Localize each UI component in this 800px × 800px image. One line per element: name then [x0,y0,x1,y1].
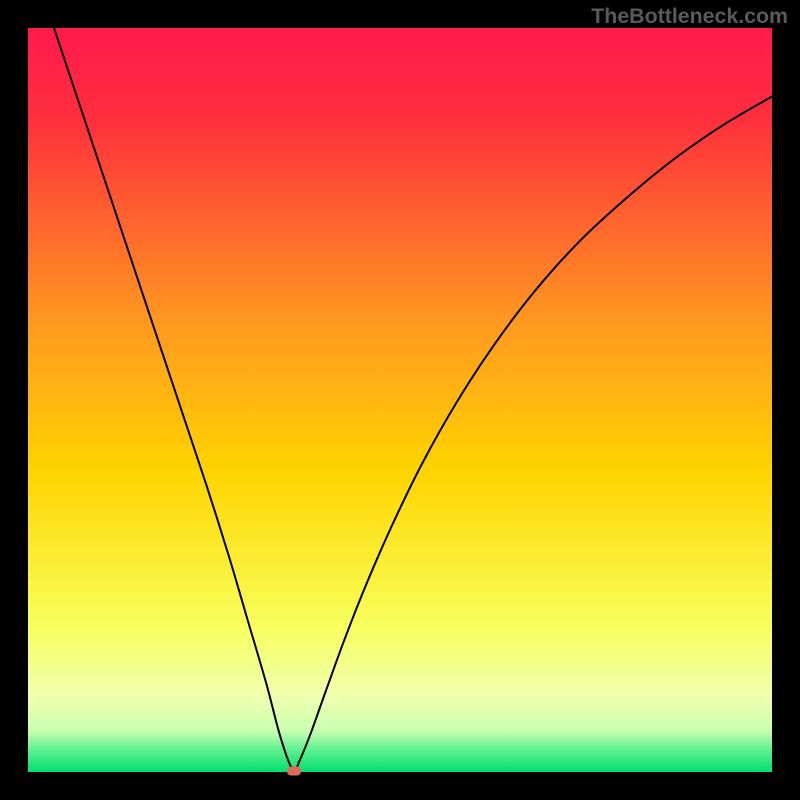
watermark-text: TheBottleneck.com [591,4,788,29]
chart-container: TheBottleneck.com [0,0,800,800]
chart-svg [0,0,800,800]
chart-plot-area [28,28,772,772]
optimal-point-marker [287,766,301,775]
